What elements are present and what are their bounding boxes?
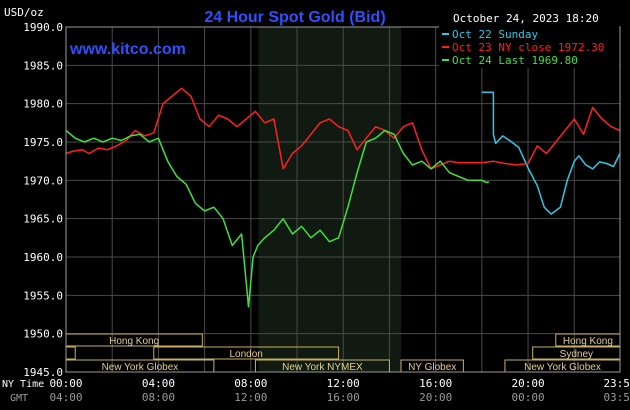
session-label: Hong Kong <box>109 336 159 347</box>
website-label: www.kitco.com <box>69 41 186 58</box>
ny-tick-label: 16:00 <box>419 377 452 390</box>
y-tick-label: 1960.0 <box>23 251 63 264</box>
ny-tick-label: 23:59 <box>603 377 630 390</box>
session-label: Sydney <box>560 349 593 360</box>
gmt-tick-label: 08:00 <box>142 391 175 404</box>
gmt-tick-label: 04:00 <box>49 391 82 404</box>
y-tick-label: 1970.0 <box>23 174 63 187</box>
session-label: New York Globex <box>102 362 179 373</box>
series-line-2 <box>65 129 490 308</box>
y-tick-label: 1985.0 <box>23 59 63 72</box>
legend-oct24: Oct 24 Last 1969.80 <box>452 54 578 67</box>
legend-box <box>439 25 619 68</box>
y-tick-label: 1955.0 <box>23 289 63 302</box>
session-label: New York NYMEX <box>282 362 363 373</box>
y-tick-label: 1980.0 <box>23 98 63 111</box>
gmt-tick-label: 16:00 <box>327 391 360 404</box>
y-tick-label: 1990.0 <box>23 21 63 34</box>
session-label: New York Globex <box>524 362 601 373</box>
y-tick-label: 1965.0 <box>23 213 63 226</box>
price-series <box>65 87 621 308</box>
x-label-ny: NY Time <box>2 379 44 390</box>
session-label: London <box>230 349 263 360</box>
ny-tick-label: 08:00 <box>234 377 267 390</box>
timestamp: October 24, 2023 18:20 <box>453 12 599 25</box>
nymex-session-shade <box>258 27 401 372</box>
x-tick-labels: 00:0004:0008:0012:0016:0020:0023:5904:00… <box>49 377 630 404</box>
y-tick-label: 1945.0 <box>23 366 63 379</box>
y-tick-label: 1975.0 <box>23 136 63 149</box>
y-tick-labels: 1990.0 1985.0 1980.0 1975.0 1970.0 1965.0 1960… <box>23 21 63 379</box>
gmt-tick-label: 00:00 <box>511 391 544 404</box>
series-line-0 <box>481 91 621 215</box>
ny-tick-label: 20:00 <box>511 377 544 390</box>
legend-oct23: Oct 23 NY close 1972.30 <box>452 41 604 54</box>
session-bars: Hong Kong Hong Kong London Sydney New York G… <box>65 333 621 373</box>
y-unit-label: USD/oz <box>4 6 44 19</box>
ny-tick-label: 04:00 <box>142 377 175 390</box>
gmt-tick-label: 20:00 <box>419 391 452 404</box>
legend: Oct 22 Sunday Oct 23 NY close 1972.30 Oc… <box>439 25 619 68</box>
ny-tick-label: 12:00 <box>327 377 360 390</box>
plot-border <box>65 26 621 373</box>
chart-title: 24 Hour Spot Gold (Bid) <box>204 9 385 26</box>
ny-tick-label: 00:00 <box>49 377 82 390</box>
session-label: NY Globex <box>408 362 456 373</box>
y-tick-label: 1950.0 <box>23 328 63 341</box>
gmt-tick-label: 03:59 <box>603 391 630 404</box>
gmt-tick-label: 12:00 <box>234 391 267 404</box>
x-label-gmt: GMT <box>10 393 28 404</box>
session-bar <box>153 346 340 360</box>
legend-oct22: Oct 22 Sunday <box>452 28 538 41</box>
series-line-1 <box>65 87 621 170</box>
session-label: Hong Kong <box>563 336 613 347</box>
